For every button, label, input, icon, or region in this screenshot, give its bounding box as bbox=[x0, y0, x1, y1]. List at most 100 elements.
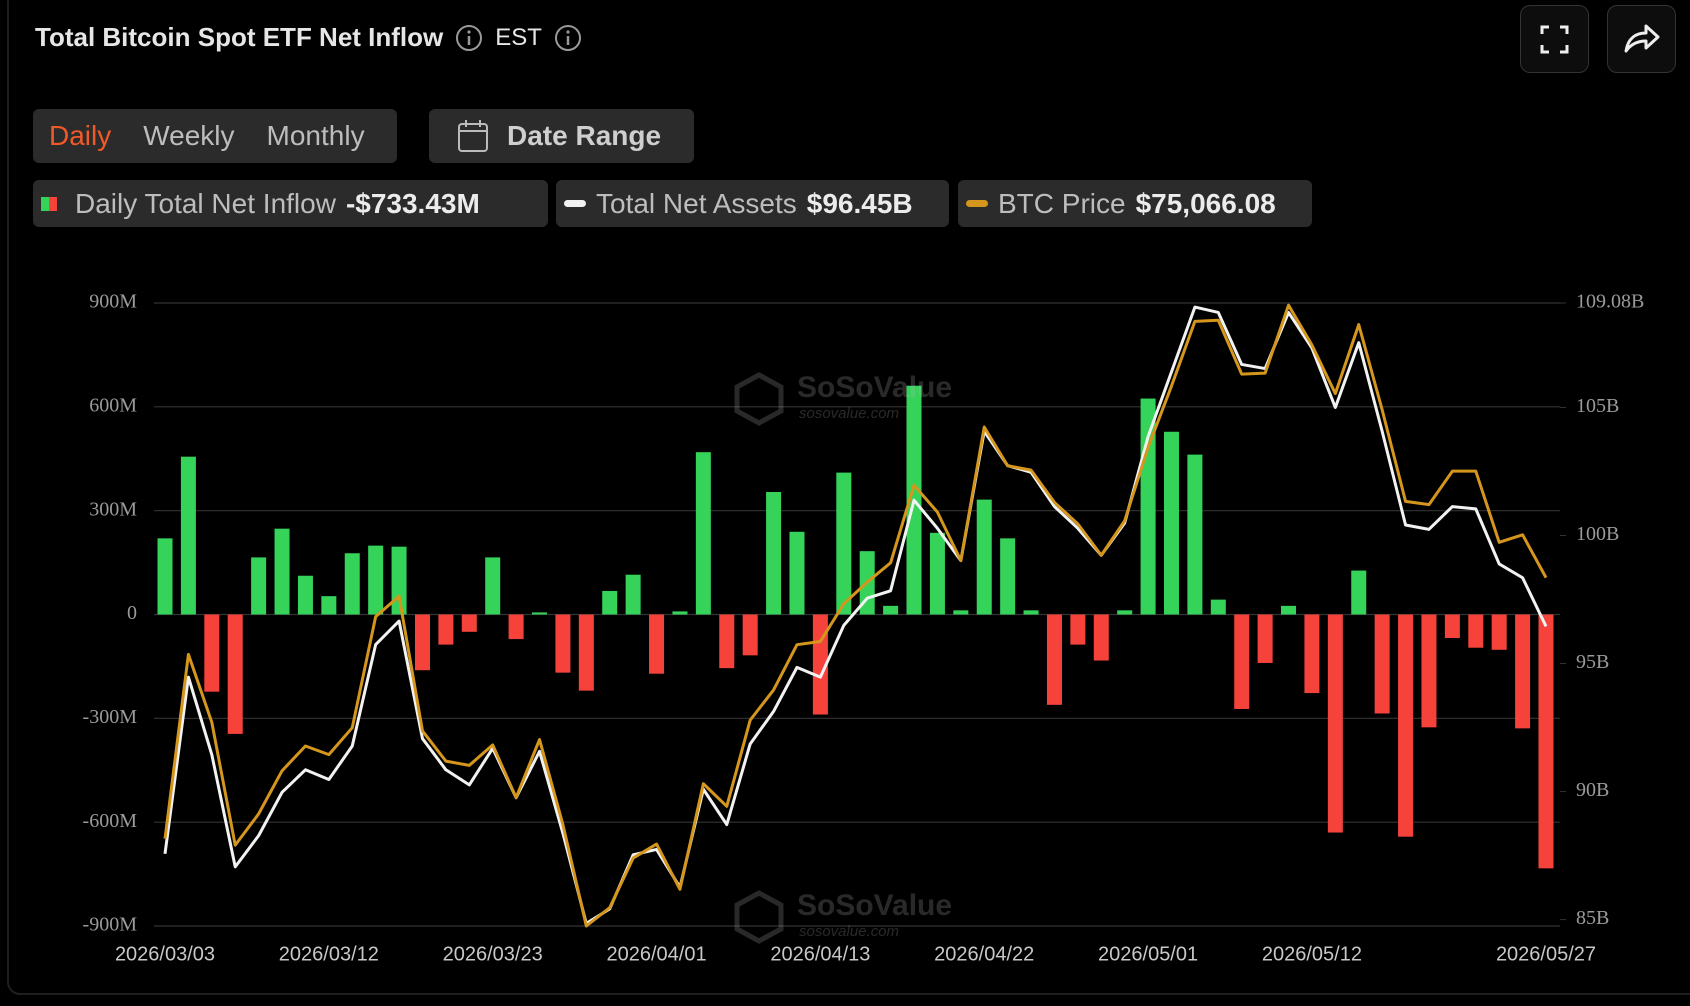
bar bbox=[485, 557, 501, 615]
y2-tick-label: 109.08B bbox=[1576, 291, 1644, 313]
fullscreen-button[interactable] bbox=[1520, 5, 1589, 73]
y-tick-label: 300M bbox=[89, 498, 137, 520]
y2-tick-label: 85B bbox=[1576, 907, 1609, 929]
y2-tick-label: 100B bbox=[1576, 523, 1619, 545]
bar bbox=[1000, 538, 1016, 615]
x-tick-label: 2026/04/13 bbox=[770, 943, 870, 965]
legend-label: BTC Price bbox=[998, 187, 1126, 219]
bar bbox=[695, 452, 711, 615]
bar bbox=[1351, 570, 1367, 615]
date-range-label: Date Range bbox=[507, 120, 662, 151]
bar bbox=[1187, 454, 1203, 615]
watermark: SoSoValue sosovalue.com bbox=[734, 371, 952, 426]
legend-swatch bbox=[564, 200, 586, 207]
chart-title: Total Bitcoin Spot ETF Net Inflow bbox=[35, 22, 444, 52]
watermarks: SoSoValue sosovalue.com SoSoValue sosova… bbox=[734, 371, 952, 944]
period-tabs: Daily Weekly Monthly bbox=[33, 109, 397, 163]
bar bbox=[1210, 599, 1226, 615]
x-tick-label: 2026/05/12 bbox=[1262, 943, 1362, 965]
share-icon bbox=[1624, 24, 1660, 53]
watermark-text: SoSoValue bbox=[797, 371, 952, 404]
bar bbox=[344, 553, 360, 615]
legend-label: Total Net Assets bbox=[596, 187, 797, 219]
bar bbox=[742, 614, 758, 656]
bar bbox=[883, 605, 899, 615]
bar bbox=[1163, 431, 1179, 615]
legend-value: -$733.43M bbox=[345, 187, 480, 219]
bar bbox=[204, 614, 220, 692]
legend-label: Daily Total Net Inflow bbox=[75, 187, 336, 219]
bar bbox=[532, 612, 548, 615]
info-icon[interactable] bbox=[455, 24, 483, 52]
bar bbox=[1304, 614, 1320, 694]
bar bbox=[1046, 614, 1062, 705]
y-tick-label: -300M bbox=[83, 706, 138, 728]
bar bbox=[1093, 614, 1109, 661]
bar bbox=[274, 528, 290, 615]
legend-value: $96.45B bbox=[806, 187, 913, 219]
y-tick-label: 900M bbox=[89, 291, 137, 313]
watermark-text: SoSoValue bbox=[797, 889, 952, 922]
header: Total Bitcoin Spot ETF Net Inflow EST bbox=[35, 22, 582, 53]
x-tick-label: 2026/03/12 bbox=[279, 943, 379, 965]
bar bbox=[297, 575, 313, 615]
y2-tick-label: 90B bbox=[1576, 779, 1609, 801]
legend-item[interactable]: BTC Price $75,066.08 bbox=[958, 180, 1312, 227]
y-tick-label: 0 bbox=[127, 602, 137, 624]
watermark-url: sosovalue.com bbox=[799, 923, 899, 940]
frame-border bbox=[7, 0, 1690, 995]
bar bbox=[929, 532, 945, 615]
bar bbox=[719, 614, 735, 669]
line bbox=[163, 305, 1548, 925]
fullscreen-icon bbox=[1540, 25, 1569, 54]
y2-tick-label: 105B bbox=[1576, 395, 1619, 417]
bar bbox=[1421, 614, 1437, 728]
bar bbox=[672, 611, 688, 615]
watermark: SoSoValue sosovalue.com bbox=[734, 889, 952, 944]
bar bbox=[1117, 610, 1133, 615]
x-tick-label: 2026/04/22 bbox=[934, 943, 1034, 965]
bar bbox=[251, 557, 267, 615]
bar bbox=[1023, 610, 1039, 615]
bar bbox=[789, 531, 805, 615]
calendar-icon bbox=[458, 120, 488, 152]
bar bbox=[812, 614, 828, 715]
bar bbox=[1468, 614, 1484, 648]
bar bbox=[414, 614, 430, 671]
x-tick-label: 2026/05/01 bbox=[1098, 943, 1198, 965]
bar bbox=[438, 614, 454, 645]
legend-item[interactable]: Daily Total Net Inflow -$733.43M bbox=[33, 180, 548, 227]
x-tick-label: 2026/05/27 bbox=[1496, 943, 1596, 965]
share-button[interactable] bbox=[1607, 5, 1676, 73]
bar bbox=[1327, 614, 1343, 833]
date-range-button[interactable]: Date Range bbox=[429, 109, 694, 163]
bar bbox=[625, 574, 641, 615]
period-tab[interactable]: Daily bbox=[49, 120, 112, 151]
bar bbox=[321, 596, 337, 615]
bar bbox=[1491, 614, 1507, 650]
x-tick-label: 2026/03/03 bbox=[115, 943, 215, 965]
legend-item[interactable]: Total Net Assets $96.45B bbox=[556, 180, 949, 227]
bar bbox=[1374, 614, 1390, 714]
bar bbox=[1234, 614, 1250, 709]
legend-swatch bbox=[966, 200, 988, 207]
info-icon[interactable] bbox=[554, 24, 582, 52]
period-tab[interactable]: Monthly bbox=[266, 120, 365, 151]
bar bbox=[180, 456, 196, 615]
bar bbox=[555, 614, 571, 673]
bar bbox=[1538, 614, 1554, 869]
bar bbox=[1281, 605, 1297, 615]
line bbox=[163, 303, 1548, 928]
period-tab[interactable]: Weekly bbox=[143, 120, 235, 151]
y-tick-label: -600M bbox=[83, 810, 138, 832]
bar bbox=[1070, 614, 1086, 645]
bar bbox=[227, 614, 243, 734]
bar bbox=[461, 614, 477, 632]
bar bbox=[1398, 614, 1414, 837]
bar bbox=[1515, 614, 1531, 729]
watermark-url: sosovalue.com bbox=[799, 405, 899, 422]
timezone: EST bbox=[495, 23, 542, 51]
bar bbox=[157, 538, 173, 615]
